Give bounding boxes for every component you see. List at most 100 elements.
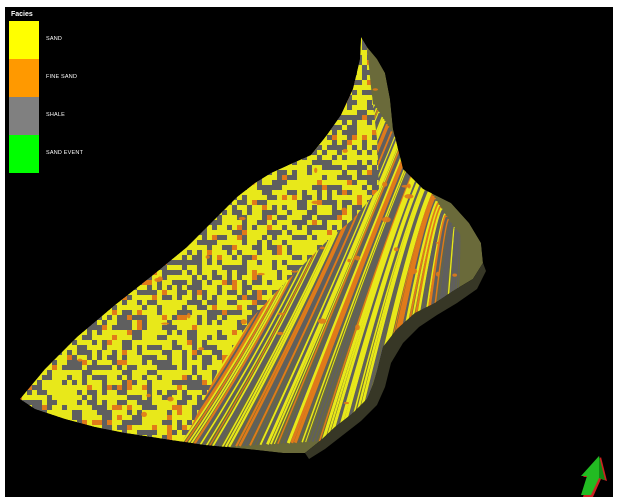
surface-cell xyxy=(217,125,225,130)
surface-cell xyxy=(217,150,223,155)
surface-cell xyxy=(82,220,89,225)
surface-cell xyxy=(82,300,88,305)
surface-cell xyxy=(197,175,202,180)
surface-cell xyxy=(232,95,239,100)
surface-cell xyxy=(232,310,240,315)
surface-cell xyxy=(352,45,360,50)
surface-cell xyxy=(252,140,257,145)
surface-cell xyxy=(262,80,270,85)
surface-cell xyxy=(82,260,89,265)
surface-cell xyxy=(72,275,78,280)
surface-cell xyxy=(137,295,145,300)
surface-cell xyxy=(312,190,320,195)
surface-cell xyxy=(317,235,322,240)
surface-cell xyxy=(277,37,284,40)
surface-cell xyxy=(152,325,157,330)
surface-cell xyxy=(67,225,72,230)
surface-cell xyxy=(252,275,258,280)
surface-cell xyxy=(267,105,275,110)
surface-cell xyxy=(167,85,175,90)
surface-cell xyxy=(207,345,213,350)
surface-cell xyxy=(327,110,333,115)
surface-cell xyxy=(162,37,168,40)
surface-cell xyxy=(57,350,62,355)
surface-cell xyxy=(292,160,297,165)
surface-cell xyxy=(182,255,187,260)
surface-cell xyxy=(127,285,135,290)
surface-cell xyxy=(372,190,379,195)
surface-cell xyxy=(237,40,245,45)
surface-cell xyxy=(212,240,217,245)
surface-cell xyxy=(132,270,137,275)
surface-cell xyxy=(52,190,57,195)
surface-cell xyxy=(222,120,227,125)
surface-cell xyxy=(117,250,125,255)
surface-cell xyxy=(312,240,319,245)
surface-cell xyxy=(222,225,230,230)
surface-cell xyxy=(342,60,350,65)
surface-cell xyxy=(92,265,100,270)
surface-cell xyxy=(147,65,153,70)
surface-cell xyxy=(217,275,222,280)
surface-cell xyxy=(52,235,60,240)
surface-cell xyxy=(222,215,227,220)
surface-cell xyxy=(207,155,213,160)
surface-cell xyxy=(262,40,267,45)
surface-cell xyxy=(262,255,270,260)
surface-cell xyxy=(102,320,107,325)
surface-cell xyxy=(32,295,37,300)
surface-cell xyxy=(57,335,64,340)
surface-cell xyxy=(97,320,103,325)
surface-cell xyxy=(167,330,172,335)
surface-cell xyxy=(257,75,265,80)
surface-cell xyxy=(122,190,130,195)
surface-cell xyxy=(302,145,307,150)
surface-cell xyxy=(77,240,83,245)
facies-surface-model[interactable] xyxy=(5,7,613,497)
surface-cell xyxy=(72,215,77,220)
surface-cell xyxy=(207,335,215,340)
surface-cell xyxy=(247,250,252,255)
surface-cell xyxy=(177,80,182,85)
surface-cell xyxy=(87,310,95,315)
surface-cell xyxy=(27,270,35,275)
surface-cell xyxy=(122,170,129,175)
surface-cell xyxy=(202,290,210,295)
surface-cell xyxy=(142,37,147,40)
surface-cell xyxy=(172,120,180,125)
surface-cell xyxy=(122,120,129,125)
surface-cell xyxy=(97,340,102,345)
surface-cell xyxy=(312,100,317,105)
surface-cell xyxy=(292,220,300,225)
surface-cell xyxy=(22,360,30,365)
surface-cell xyxy=(152,315,157,320)
surface-cell xyxy=(197,245,205,250)
surface-cell xyxy=(112,190,120,195)
surface-cell xyxy=(202,110,208,115)
surface-cell xyxy=(177,210,183,215)
surface-cell xyxy=(307,240,312,245)
surface-cell xyxy=(197,290,204,295)
surface-cell xyxy=(27,265,33,270)
surface-cell xyxy=(297,230,304,235)
surface-cell xyxy=(197,305,203,310)
surface-cell xyxy=(132,330,137,335)
surface-cell xyxy=(152,100,157,105)
surface-cell xyxy=(127,350,132,355)
surface-cell xyxy=(192,50,197,55)
surface-cell xyxy=(97,325,104,330)
surface-cell xyxy=(22,275,30,280)
surface-cell xyxy=(137,150,144,155)
surface-cell xyxy=(117,265,122,270)
surface-cell xyxy=(347,140,353,145)
surface-cell xyxy=(302,240,307,245)
surface-cell xyxy=(27,340,33,345)
surface-cell xyxy=(142,355,149,360)
surface-cell xyxy=(352,80,360,85)
surface-cell xyxy=(147,260,152,265)
surface-cell xyxy=(82,330,90,335)
surface-cell xyxy=(317,175,322,180)
surface-cell xyxy=(247,300,255,305)
surface-cell xyxy=(122,340,130,345)
3d-viewport[interactable]: Facies SAND FINE SAND SHALE SAND EVENT xyxy=(5,7,613,497)
